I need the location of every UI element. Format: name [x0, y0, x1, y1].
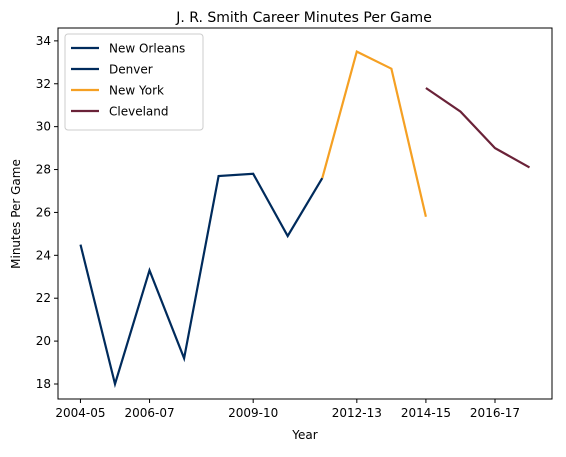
x-tick-label: 2014-15: [401, 406, 451, 420]
y-tick-label: 26: [36, 205, 51, 219]
chart-title: J. R. Smith Career Minutes Per Game: [175, 10, 432, 26]
series-line-denver: [79, 172, 324, 389]
plot-frame: [57, 27, 553, 400]
legend-label: New York: [109, 84, 164, 98]
x-tick-label: 2012-13: [332, 406, 382, 420]
y-tick-label: 20: [36, 334, 51, 348]
y-tick-label: 34: [36, 34, 51, 48]
y-axis-ticks: 18 20 22 24 26 28 30 32 34: [36, 34, 58, 391]
legend-label: New Orleans: [109, 42, 185, 56]
y-tick-label: 18: [36, 377, 51, 391]
y-axis-label: Minutes Per Game: [9, 159, 23, 269]
legend-label: Cleveland: [109, 105, 169, 119]
x-tick-label: 2006-07: [124, 406, 174, 420]
y-tick-label: 30: [36, 120, 51, 134]
x-tick-label: 2009-10: [228, 406, 278, 420]
y-tick-label: 28: [36, 163, 51, 177]
legend-label: Denver: [109, 63, 153, 77]
x-tick-label: 2004-05: [55, 406, 105, 420]
series-line-new-york: [321, 50, 427, 217]
series-layer: [79, 50, 531, 389]
y-tick-label: 22: [36, 291, 51, 305]
series-line-cleveland: [425, 87, 531, 169]
y-tick-label: 24: [36, 248, 51, 262]
legend: New Orleans Denver New York Cleveland: [64, 33, 204, 131]
x-axis-label: Year: [291, 428, 317, 442]
legend-box: [64, 33, 204, 131]
x-axis-ticks: 2004-05 2006-07 2009-10 2012-13 2014-15 2016-…: [55, 399, 520, 420]
y-tick-label: 32: [36, 77, 51, 91]
x-tick-label: 2016-17: [470, 406, 520, 420]
